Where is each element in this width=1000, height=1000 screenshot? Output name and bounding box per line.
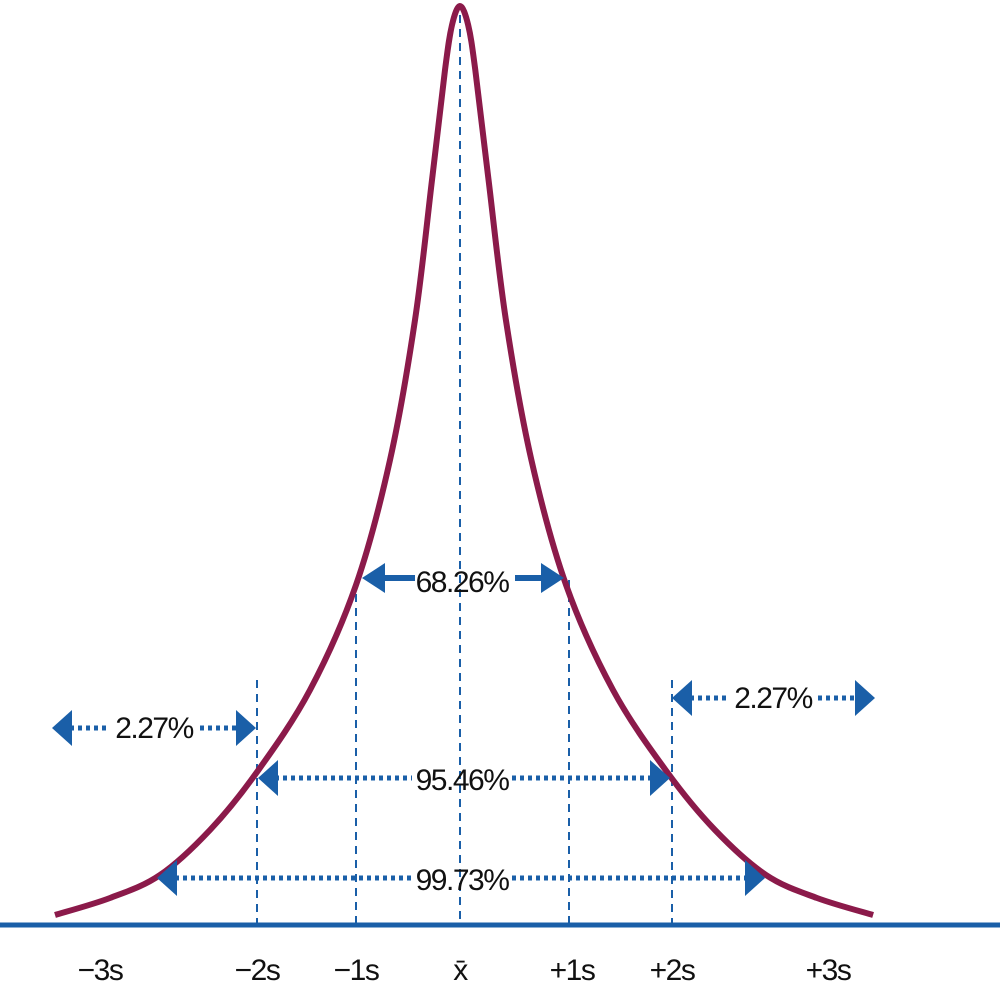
arrow-head bbox=[236, 710, 256, 746]
arrow-head bbox=[650, 760, 670, 796]
arrow-head bbox=[362, 563, 385, 593]
interval-label: 99.73% bbox=[416, 864, 510, 897]
arrow-head bbox=[157, 860, 177, 896]
interval-label: 68.26% bbox=[416, 566, 510, 599]
arrow-head bbox=[258, 760, 278, 796]
axis-label: −2s bbox=[235, 954, 280, 987]
axis-label: +2s bbox=[650, 954, 695, 987]
arrow-head bbox=[855, 680, 875, 716]
axis-label: +3s bbox=[806, 954, 851, 987]
bell-curve bbox=[54, 2, 874, 918]
interval-label: 2.27% bbox=[115, 712, 193, 745]
axis-label: +1s bbox=[550, 954, 595, 987]
interval-label: 2.27% bbox=[734, 682, 812, 715]
arrow-head bbox=[541, 563, 564, 593]
arrow-head bbox=[672, 680, 692, 716]
arrow-head bbox=[745, 860, 765, 896]
axis-label: x̄ bbox=[453, 954, 468, 987]
arrow-head bbox=[52, 710, 72, 746]
axis-label: −3s bbox=[78, 954, 123, 987]
axis-label: −1s bbox=[334, 954, 379, 987]
interval-label: 95.46% bbox=[416, 764, 510, 797]
